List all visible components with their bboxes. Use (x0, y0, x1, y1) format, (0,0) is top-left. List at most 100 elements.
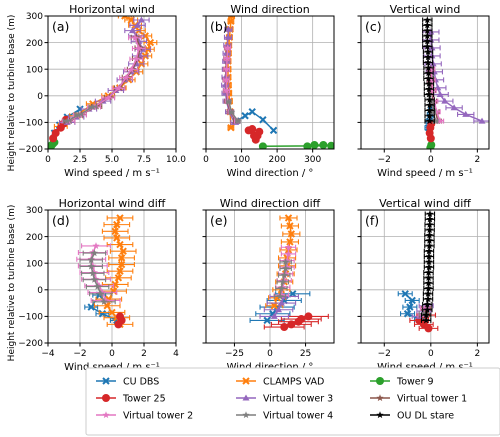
data-point (222, 76, 230, 83)
data-point (259, 116, 267, 124)
data-point (423, 21, 431, 29)
data-point (269, 126, 278, 135)
series-ou-dl-stare (422, 16, 435, 125)
data-point (280, 276, 288, 284)
x-tick-label: 0 (267, 349, 273, 359)
data-point (423, 305, 431, 313)
data-point (408, 296, 416, 305)
data-point (98, 288, 107, 296)
legend-marker (102, 394, 110, 402)
data-point (280, 323, 289, 332)
data-point (421, 304, 429, 312)
legend-label: CLAMPS VAD (263, 377, 324, 388)
data-point (450, 104, 458, 111)
data-point (111, 227, 119, 235)
data-point (284, 214, 293, 222)
legend-frame (85, 367, 500, 436)
x-tick-label: 0 (203, 155, 209, 165)
data-point (423, 42, 431, 50)
series-virtual-tower-2 (61, 34, 146, 125)
data-point (327, 141, 334, 149)
legend-label: Virtual tower 4 (263, 411, 333, 422)
x-tick-label: 25 (300, 349, 311, 359)
data-point (424, 64, 433, 71)
data-point (425, 85, 433, 93)
data-point (425, 258, 433, 265)
data-point (117, 260, 126, 269)
data-point (141, 32, 149, 40)
x-tick-label: 2 (474, 155, 480, 165)
panel-a-xlabel: Wind speed / m s⁻¹ (64, 168, 160, 179)
data-point (223, 54, 231, 62)
data-point (428, 76, 436, 83)
x-tick-label: −2 (378, 155, 391, 165)
data-point (275, 306, 283, 313)
legend-label: Virtual tower 2 (123, 411, 193, 422)
data-point (263, 316, 271, 325)
data-point (224, 33, 232, 40)
panel-f-frame (360, 209, 490, 344)
data-point (280, 271, 288, 279)
series-line (273, 296, 285, 317)
panel-f-title: Vertical wind diff (379, 197, 471, 210)
data-point (436, 117, 444, 125)
data-point (270, 302, 278, 310)
data-point (92, 242, 100, 249)
panel-c-title: Vertical wind (390, 3, 461, 16)
y-tick-label: 300 (26, 206, 43, 216)
data-point (117, 254, 126, 262)
data-point (424, 74, 433, 82)
data-point (258, 142, 267, 149)
data-point (277, 291, 285, 299)
data-point (425, 80, 433, 87)
data-point (424, 274, 433, 281)
series-tower-25 (114, 312, 126, 329)
data-point (406, 303, 414, 311)
data-point (403, 310, 412, 318)
data-point (303, 142, 312, 149)
data-point (284, 243, 293, 251)
legend-label: Tower 25 (122, 394, 166, 405)
panel-a-title: Horizontal wind (69, 3, 155, 16)
series-virtual-tower-3 (259, 292, 299, 319)
data-point (114, 274, 123, 282)
data-point (426, 106, 434, 114)
y-tick-label: 200 (26, 39, 43, 49)
data-point (283, 263, 291, 271)
chart-panels: 0 2.5 5.0 7.5 10.0−200−1000100200300Horizont… (18, 3, 490, 373)
data-point (424, 48, 432, 55)
data-point (424, 324, 433, 333)
data-point (101, 296, 110, 304)
data-point (401, 290, 409, 298)
data-point (425, 236, 434, 244)
data-point (282, 264, 290, 272)
x-tick-label: 0 (109, 349, 115, 359)
data-point (425, 247, 433, 255)
legend-entry-tower-25: Tower 25 (96, 394, 166, 405)
panel-e-title: Wind direction diff (220, 197, 321, 210)
series-virtual-tower-4 (273, 258, 292, 300)
panel-c-plot-area (422, 16, 489, 149)
data-point (424, 58, 432, 66)
data-point (116, 214, 124, 222)
x-tick-label: −2 (73, 349, 86, 359)
legend-label: OU DL stare (397, 411, 454, 422)
data-point (224, 25, 232, 32)
data-point (423, 37, 431, 45)
data-point (127, 65, 135, 73)
panel-d-plot-area (76, 214, 137, 329)
legend-marker (242, 411, 250, 419)
series-virtual-tower-4 (62, 103, 98, 125)
data-point (270, 312, 278, 319)
series-virtual-tower-4 (79, 249, 116, 305)
data-point (128, 27, 136, 34)
data-point (227, 124, 235, 132)
legend-marker (102, 377, 110, 385)
panel-d-grid (47, 209, 177, 344)
series-tower-25 (244, 125, 264, 144)
data-point (287, 230, 296, 238)
data-point (425, 263, 433, 271)
x-tick-label: 5.0 (105, 155, 120, 165)
